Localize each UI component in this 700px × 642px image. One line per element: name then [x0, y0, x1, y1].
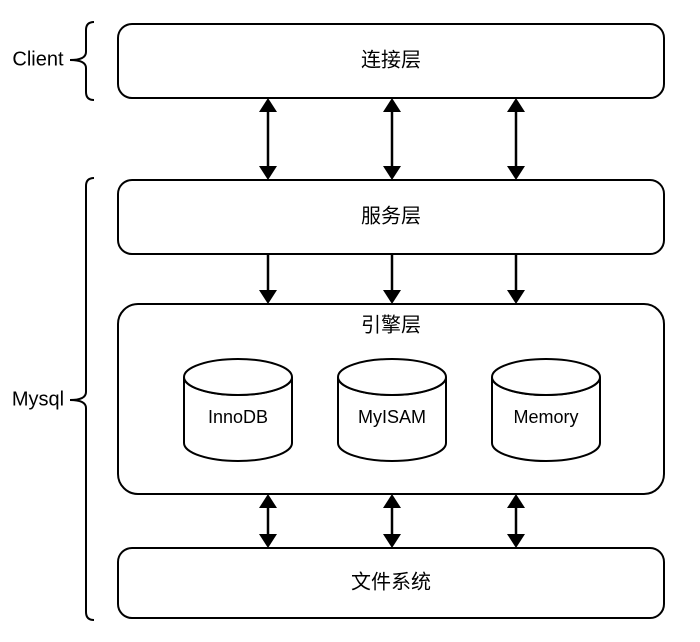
arrow-head-down-icon — [383, 290, 401, 304]
arrow-head-up-icon — [507, 98, 525, 112]
engine-label-2: Memory — [513, 407, 578, 427]
arrow-0-1 — [383, 98, 401, 180]
arrow-head-up-icon — [383, 98, 401, 112]
layer-fs-title: 文件系统 — [351, 570, 431, 593]
brace-client-icon — [70, 22, 94, 100]
engine-label-0: InnoDB — [208, 407, 268, 427]
arrow-2-1 — [383, 494, 401, 548]
arrow-head-down-icon — [259, 534, 277, 548]
arrow-head-down-icon — [507, 290, 525, 304]
brace-mysql-icon — [70, 178, 94, 620]
layer-service-title: 服务层 — [361, 204, 421, 227]
arrow-head-up-icon — [259, 98, 277, 112]
side-label-client: Client — [12, 48, 64, 70]
side-label-mysql: Mysql — [12, 388, 64, 410]
cylinder-top-icon — [338, 359, 446, 395]
arrow-1-2 — [507, 254, 525, 304]
arrow-head-up-icon — [259, 494, 277, 508]
arrow-head-down-icon — [383, 534, 401, 548]
arrow-0-2 — [507, 98, 525, 180]
layer-engine-title: 引擎层 — [361, 313, 421, 336]
cylinder-top-icon — [492, 359, 600, 395]
arrow-head-down-icon — [507, 534, 525, 548]
arrow-head-down-icon — [259, 290, 277, 304]
arrow-head-up-icon — [507, 494, 525, 508]
arrow-head-down-icon — [259, 166, 277, 180]
layer-connect-title: 连接层 — [361, 48, 421, 71]
engine-cylinder-2: Memory — [492, 359, 600, 461]
arrow-head-down-icon — [383, 166, 401, 180]
arrow-2-0 — [259, 494, 277, 548]
engine-cylinder-0: InnoDB — [184, 359, 292, 461]
arrow-head-up-icon — [383, 494, 401, 508]
arrow-2-2 — [507, 494, 525, 548]
arrow-0-0 — [259, 98, 277, 180]
engine-cylinder-1: MyISAM — [338, 359, 446, 461]
arrow-1-1 — [383, 254, 401, 304]
layer-service: 服务层 — [118, 180, 664, 254]
layer-fs: 文件系统 — [118, 548, 664, 618]
engine-label-1: MyISAM — [358, 407, 426, 427]
layer-connect: 连接层 — [118, 24, 664, 98]
cylinder-top-icon — [184, 359, 292, 395]
arrow-head-down-icon — [507, 166, 525, 180]
arrow-1-0 — [259, 254, 277, 304]
